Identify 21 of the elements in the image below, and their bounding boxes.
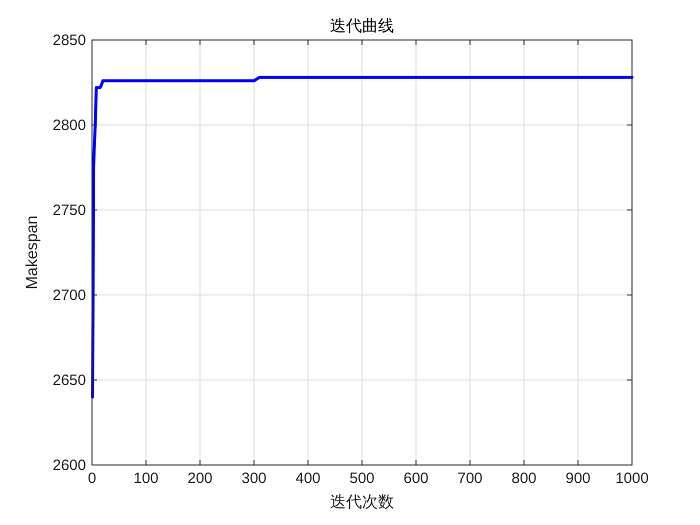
y-tick-label: 2850: [52, 32, 86, 49]
y-axis-title: Makespan: [24, 216, 41, 290]
line-series: [91, 76, 634, 398]
x-tick-label: 500: [349, 470, 375, 487]
x-tick-label: 600: [403, 470, 429, 487]
x-tick-label: 0: [88, 470, 96, 487]
x-tick-label: 1000: [615, 470, 649, 487]
x-tick-label: 300: [241, 470, 267, 487]
x-tick-label: 700: [457, 470, 483, 487]
y-tick-label: 2650: [52, 372, 86, 389]
y-tick-label: 2600: [52, 457, 86, 474]
x-tick-label: 800: [511, 470, 537, 487]
y-tick-label: 2700: [52, 287, 86, 304]
chart-title: 迭代曲线: [330, 17, 394, 35]
x-tick-label: 900: [565, 470, 591, 487]
x-tick-label: 400: [295, 470, 321, 487]
x-tick-label: 200: [187, 470, 213, 487]
y-tick-label: 2750: [52, 202, 86, 219]
y-tick-label: 2800: [52, 117, 86, 134]
x-tick-label: 100: [133, 470, 159, 487]
x-axis-title: 迭代次数: [330, 493, 394, 511]
